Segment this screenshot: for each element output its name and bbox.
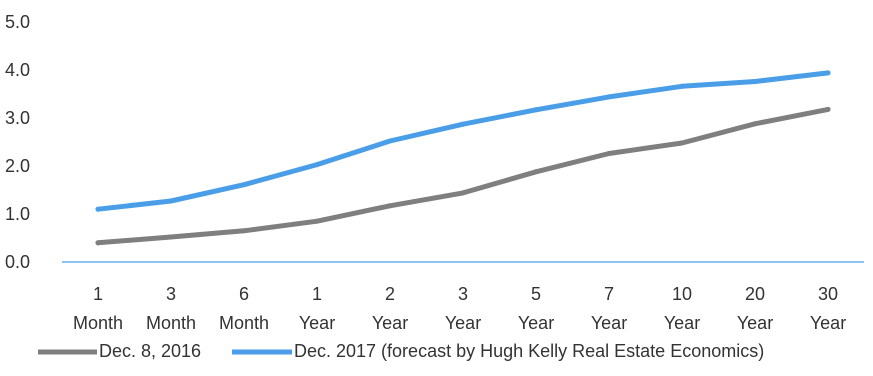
series-2-point — [387, 138, 393, 144]
series-1-point — [387, 203, 393, 209]
x-axis: 1 Month 3 Month 6 Month 1 Year 2 Year 3 Year 5 Year 7 Y… — [73, 284, 846, 333]
series-2-point — [752, 79, 758, 84]
series-2-point — [95, 206, 101, 212]
series-1-point — [95, 240, 101, 246]
x-tick-label-number: 5 — [531, 284, 541, 304]
series-1-point — [679, 140, 685, 146]
x-tick-label-unit: Year — [299, 313, 335, 333]
legend: Dec. 8, 2016 Dec. 2017 (forecast by Hugh … — [38, 341, 764, 361]
x-tick-label-number: 1 — [312, 284, 322, 304]
x-tick-label-unit: Year — [591, 313, 627, 333]
x-tick-label-unit: Month — [146, 313, 196, 333]
x-tick-label-number: 20 — [745, 284, 765, 304]
series-line-1 — [95, 106, 831, 246]
series-layer — [95, 70, 831, 246]
series-1-point — [606, 151, 612, 156]
series-2-point — [241, 182, 247, 188]
x-tick-label-number: 3 — [166, 284, 176, 304]
series-1-point — [168, 234, 174, 240]
x-tick-label-number: 6 — [239, 284, 249, 304]
series-2-point — [679, 83, 685, 89]
series-2-point — [168, 198, 174, 204]
x-tick-label-unit: Year — [445, 313, 481, 333]
x-tick-label-unit: Year — [664, 313, 700, 333]
x-tick-label-number: 10 — [672, 284, 692, 304]
series-2-point — [606, 94, 612, 100]
series-1-point — [460, 190, 466, 196]
x-tick-label-number: 1 — [93, 284, 103, 304]
series-1-point — [752, 121, 758, 127]
series-2-point — [460, 121, 466, 127]
series-line-2 — [95, 70, 831, 212]
series-1-point — [825, 106, 831, 112]
y-tick-label: 4.0 — [5, 60, 30, 80]
x-tick-label-number: 3 — [458, 284, 468, 304]
y-tick-label: 3.0 — [5, 108, 30, 128]
x-tick-label-unit: Month — [73, 313, 123, 333]
series-2-point — [314, 162, 320, 168]
series-2-point — [825, 70, 831, 76]
y-tick-label: 2.0 — [5, 156, 30, 176]
legend-label-series-2: Dec. 2017 (forecast by Hugh Kelly Real E… — [294, 341, 764, 361]
x-tick-label-number: 2 — [385, 284, 395, 304]
x-tick-label-unit: Year — [810, 313, 846, 333]
series-1-point — [533, 169, 539, 175]
series-1-point — [314, 218, 320, 224]
y-tick-label: 5.0 — [5, 12, 30, 32]
x-tick-label-number: 7 — [604, 284, 614, 304]
series-1-point — [241, 228, 247, 234]
x-tick-label-unit: Year — [737, 313, 773, 333]
y-tick-label: 0.0 — [5, 252, 30, 272]
x-tick-label-unit: Year — [518, 313, 554, 333]
legend-label-series-1: Dec. 8, 2016 — [99, 341, 201, 361]
y-axis: 0.0 1.0 2.0 3.0 4.0 5.0 — [5, 12, 30, 272]
x-tick-label-unit: Year — [372, 313, 408, 333]
x-tick-label-number: 30 — [818, 284, 838, 304]
x-tick-label-unit: Month — [219, 313, 269, 333]
series-2-point — [533, 107, 539, 113]
y-tick-label: 1.0 — [5, 204, 30, 224]
